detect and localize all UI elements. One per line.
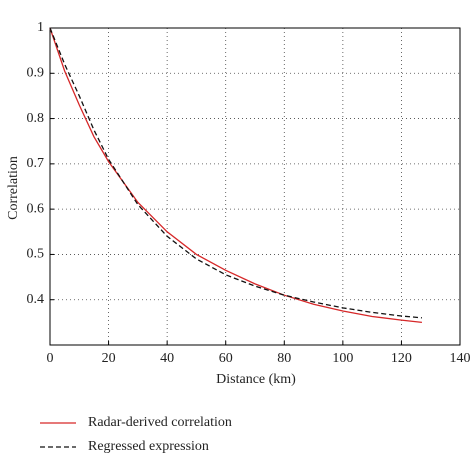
x-tick-label: 100 (332, 351, 353, 366)
legend-label: Radar-derived correlation (88, 415, 232, 430)
x-tick-label: 60 (219, 351, 233, 366)
x-tick-label: 140 (450, 351, 471, 366)
series-line (49, 27, 423, 324)
y-tick-label: 0.4 (27, 292, 45, 307)
y-tick-label: 0.7 (27, 156, 45, 171)
x-axis-label: Distance (km) (216, 372, 296, 387)
y-tick-label: 0.9 (27, 66, 45, 81)
x-tick-label: 20 (102, 351, 116, 366)
y-tick-label: 0.6 (27, 201, 45, 216)
series-line (49, 27, 422, 319)
y-tick-label: 0.5 (27, 247, 45, 262)
y-axis-label: Correlation (6, 156, 21, 220)
legend-label: Regressed expression (88, 439, 209, 454)
plot-frame (49, 27, 461, 346)
x-tick-label: 0 (47, 351, 54, 366)
y-tick-label: 0.8 (27, 111, 45, 126)
x-tick-label: 80 (277, 351, 291, 366)
y-tick-label: 1 (37, 20, 44, 35)
x-tick-label: 40 (160, 351, 174, 366)
x-tick-label: 120 (391, 351, 412, 366)
